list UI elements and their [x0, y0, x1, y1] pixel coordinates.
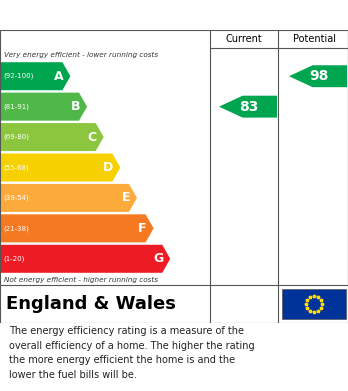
Polygon shape [0, 93, 87, 121]
Polygon shape [0, 62, 70, 90]
Text: Energy Efficiency Rating: Energy Efficiency Rating [10, 7, 220, 23]
Text: 83: 83 [239, 100, 258, 114]
Text: (69-80): (69-80) [3, 134, 29, 140]
Polygon shape [0, 184, 137, 212]
Text: Not energy efficient - higher running costs: Not energy efficient - higher running co… [4, 276, 158, 283]
Text: F: F [138, 222, 147, 235]
Text: D: D [103, 161, 113, 174]
Text: Current: Current [226, 34, 262, 44]
Text: (21-38): (21-38) [3, 225, 29, 231]
Text: Potential: Potential [293, 34, 335, 44]
Text: Very energy efficient - lower running costs: Very energy efficient - lower running co… [4, 52, 158, 57]
Polygon shape [0, 154, 120, 181]
Text: England & Wales: England & Wales [6, 295, 176, 313]
Text: (39-54): (39-54) [3, 195, 29, 201]
Text: (92-100): (92-100) [3, 73, 33, 79]
Text: The energy efficiency rating is a measure of the
overall efficiency of a home. T: The energy efficiency rating is a measur… [9, 326, 254, 380]
Bar [282, 289, 346, 319]
Polygon shape [0, 245, 170, 273]
Text: EU Directive
2002/91/EC: EU Directive 2002/91/EC [282, 294, 338, 314]
Polygon shape [0, 123, 104, 151]
Text: (1-20): (1-20) [3, 256, 24, 262]
Text: E: E [121, 192, 130, 204]
Text: 98: 98 [309, 69, 328, 83]
Text: B: B [71, 100, 80, 113]
Text: C: C [88, 131, 97, 143]
Polygon shape [219, 96, 277, 118]
Polygon shape [289, 65, 347, 87]
Text: (81-91): (81-91) [3, 103, 29, 110]
Text: A: A [54, 70, 63, 83]
Polygon shape [0, 214, 153, 242]
Text: G: G [153, 252, 163, 265]
Text: (55-68): (55-68) [3, 164, 29, 171]
